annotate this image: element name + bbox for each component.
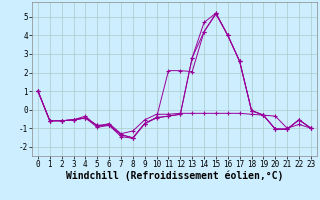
X-axis label: Windchill (Refroidissement éolien,°C): Windchill (Refroidissement éolien,°C) [66,171,283,181]
